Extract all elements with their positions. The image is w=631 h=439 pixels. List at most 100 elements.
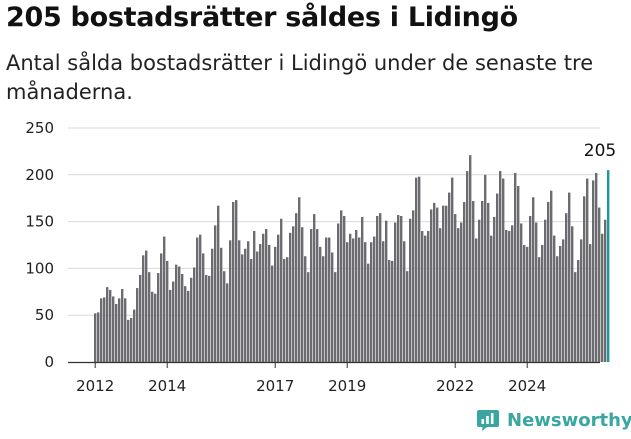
bar xyxy=(535,222,538,362)
bar xyxy=(139,274,142,362)
bar xyxy=(361,216,364,362)
bar xyxy=(496,193,499,362)
bar xyxy=(382,241,385,362)
bar xyxy=(94,313,97,362)
bar xyxy=(439,228,442,362)
bar xyxy=(154,293,157,362)
bar xyxy=(301,227,304,362)
bar xyxy=(181,274,184,362)
bar xyxy=(484,174,487,362)
y-tick-label-250: 250 xyxy=(25,119,54,137)
bar-latest xyxy=(607,170,610,362)
bar xyxy=(373,236,376,362)
bar xyxy=(520,223,523,362)
bar xyxy=(406,271,409,362)
bar xyxy=(445,205,448,362)
bar xyxy=(256,251,259,362)
bar xyxy=(130,318,133,362)
bar xyxy=(238,240,241,362)
bar xyxy=(241,254,244,362)
bar xyxy=(556,256,559,362)
bar xyxy=(163,236,166,362)
bar xyxy=(289,232,292,362)
bar xyxy=(424,235,427,362)
bar xyxy=(349,233,352,362)
bar xyxy=(604,219,607,362)
y-axis-labels: 0 50 100 150 200 250 xyxy=(25,119,54,371)
bar xyxy=(448,192,451,362)
bar xyxy=(454,214,457,362)
bar xyxy=(331,252,334,362)
bar xyxy=(376,215,379,362)
bar xyxy=(472,201,475,362)
bar xyxy=(223,271,226,362)
bar xyxy=(547,201,550,362)
bar xyxy=(97,312,100,362)
bar xyxy=(466,171,469,362)
bar xyxy=(490,235,493,362)
newsworthy-logo-icon xyxy=(477,410,499,431)
bar xyxy=(397,215,400,362)
bar xyxy=(211,248,214,362)
bar xyxy=(421,230,424,362)
bar xyxy=(502,178,505,362)
bar xyxy=(532,197,535,362)
bar xyxy=(184,286,187,362)
bar xyxy=(337,223,340,362)
bar xyxy=(244,248,247,362)
bar xyxy=(592,180,595,362)
bar xyxy=(598,207,601,362)
bar xyxy=(478,219,481,362)
bar xyxy=(358,237,361,362)
newsworthy-logo-text: Newsworthy xyxy=(507,409,631,431)
bar xyxy=(115,303,118,362)
bar xyxy=(325,237,328,362)
bar xyxy=(160,253,163,362)
bar xyxy=(313,214,316,362)
bar xyxy=(427,230,430,362)
bar xyxy=(199,234,202,362)
bar xyxy=(271,265,274,362)
bar xyxy=(283,259,286,362)
bar xyxy=(571,226,574,362)
bar xyxy=(538,257,541,362)
bar xyxy=(565,213,568,362)
bar xyxy=(250,259,253,362)
bar xyxy=(274,246,277,362)
bar xyxy=(559,245,562,362)
bar xyxy=(166,260,169,362)
bar xyxy=(220,247,223,362)
bar xyxy=(118,298,121,362)
bar xyxy=(196,237,199,362)
bar xyxy=(109,289,112,362)
x-tick-label-2024: 2024 xyxy=(508,377,546,395)
bar xyxy=(265,229,268,362)
bar xyxy=(127,319,130,362)
bar xyxy=(601,233,604,362)
bar xyxy=(235,200,238,362)
bar xyxy=(568,192,571,362)
bar xyxy=(352,238,355,362)
bar xyxy=(463,201,466,362)
bar xyxy=(277,234,280,362)
bar xyxy=(403,241,406,362)
bar xyxy=(481,201,484,362)
bar xyxy=(526,246,529,362)
bar xyxy=(400,215,403,362)
bar xyxy=(577,259,580,362)
bar xyxy=(217,205,220,362)
bar xyxy=(523,245,526,362)
bar xyxy=(541,245,544,362)
bar xyxy=(187,290,190,362)
bar xyxy=(511,225,514,362)
bar xyxy=(133,309,136,362)
bar xyxy=(550,190,553,362)
chart-title: 205 bostadsrätter såldes i Lidingö xyxy=(6,2,518,33)
bar xyxy=(226,283,229,362)
bar xyxy=(544,219,547,362)
bar xyxy=(553,235,556,362)
bar xyxy=(343,215,346,362)
x-tick-label-2022: 2022 xyxy=(436,377,474,395)
latest-value-label: 205 xyxy=(584,141,616,161)
bar xyxy=(157,273,160,362)
